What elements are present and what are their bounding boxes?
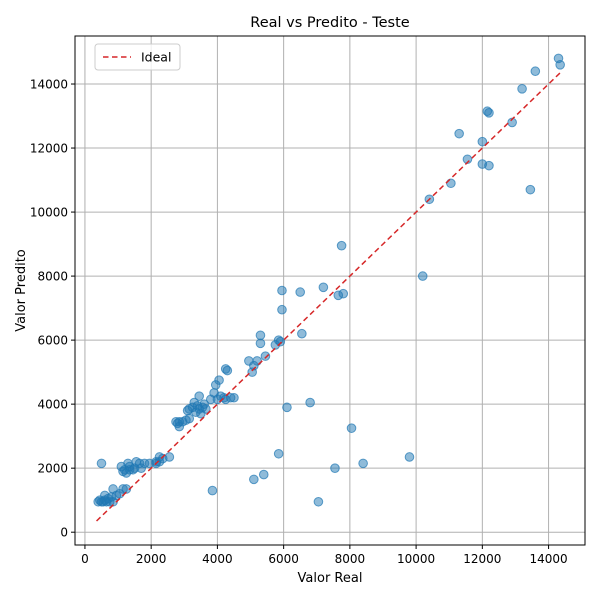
x-tick-label: 14000 [529, 552, 567, 566]
data-point [255, 338, 266, 349]
data-point [229, 392, 239, 403]
data-point [121, 468, 132, 478]
data-point [136, 463, 147, 473]
data-point [336, 240, 347, 251]
data-point [210, 380, 221, 390]
data-point [260, 351, 271, 361]
data-point [555, 60, 565, 70]
data-point [517, 84, 527, 94]
data-point [182, 405, 193, 416]
data-point [346, 423, 357, 433]
data-point [255, 330, 266, 341]
y-tick-label: 8000 [37, 270, 68, 284]
data-point [96, 458, 107, 469]
grid [75, 36, 585, 545]
data-point [222, 365, 233, 376]
x-tick-label: 6000 [268, 552, 299, 566]
data-point [318, 282, 329, 293]
data-point [330, 463, 340, 473]
data-point [530, 66, 541, 77]
data-point [484, 160, 494, 171]
data-point [477, 136, 488, 147]
data-point [174, 421, 185, 432]
y-axis-ticks: 0 2000 4000 6000 8000 10000 12000 14000 [30, 78, 75, 540]
data-point [258, 469, 269, 480]
data-point [207, 485, 218, 496]
legend: Ideal [94, 43, 181, 71]
plot-frame [74, 35, 586, 546]
x-tick-label: 12000 [463, 552, 501, 566]
y-tick-label: 6000 [37, 334, 68, 348]
x-tick-label: 2000 [136, 552, 167, 566]
data-point [333, 290, 344, 301]
data-point [282, 402, 292, 413]
x-tick-label: 0 [81, 552, 89, 566]
data-point [100, 495, 110, 505]
data-point [277, 285, 287, 296]
chart-title: Real vs Predito - Teste [250, 15, 409, 31]
data-point [313, 496, 324, 507]
data-point [525, 184, 536, 195]
data-point [484, 108, 494, 118]
x-axis-ticks: 0 2000 4000 6000 8000 10000 12000 14000 [81, 545, 568, 566]
data-point [144, 458, 155, 469]
y-tick-label: 0 [60, 526, 68, 540]
data-point [305, 397, 315, 408]
x-tick-label: 10000 [397, 552, 435, 566]
data-point [454, 128, 464, 139]
y-tick-label: 14000 [30, 78, 68, 92]
data-point [507, 117, 517, 128]
legend-ideal-label: Ideal [141, 50, 171, 65]
data-points [93, 53, 565, 507]
data-point [277, 304, 287, 315]
data-point [404, 452, 415, 462]
data-point [297, 328, 307, 339]
data-point [194, 391, 204, 401]
legend-box [94, 43, 181, 71]
data-point [247, 367, 257, 377]
y-tick-label: 12000 [30, 142, 68, 156]
y-tick-label: 4000 [37, 398, 68, 412]
y-axis-title: Valor Predito [14, 249, 29, 332]
data-point [273, 448, 284, 459]
x-tick-label: 8000 [335, 552, 366, 566]
x-axis-title: Valor Real [298, 571, 363, 586]
x-tick-label: 4000 [202, 552, 233, 566]
data-point [249, 474, 259, 485]
y-tick-label: 10000 [30, 206, 68, 220]
data-point [358, 458, 368, 469]
data-point [295, 287, 305, 297]
y-tick-label: 2000 [37, 462, 68, 476]
data-point [417, 271, 428, 281]
data-point [196, 408, 206, 419]
data-point [212, 394, 223, 405]
data-point [446, 178, 456, 189]
